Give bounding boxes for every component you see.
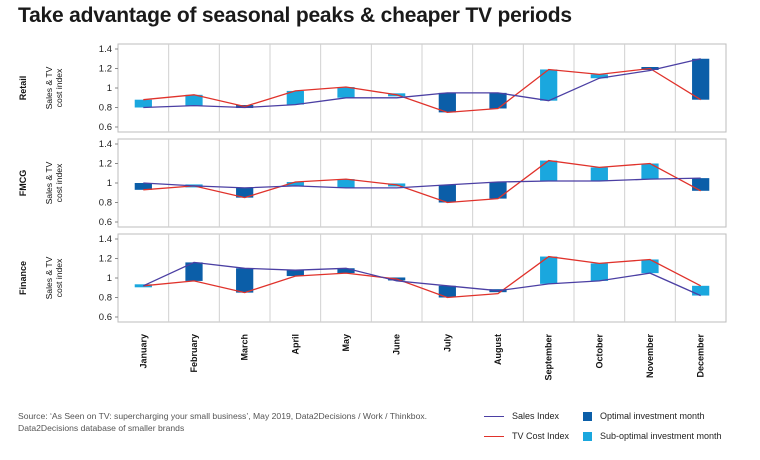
investment-box-fmcg-september (540, 160, 558, 182)
panel-label: Finance (18, 261, 28, 295)
source-note: Source: ‘As Seen on TV: supercharging yo… (18, 411, 428, 433)
tv-cost-index-line (143, 255, 701, 299)
investment-box-finance-october (590, 263, 608, 281)
investment-box-retail-august (489, 92, 507, 109)
legend-sales-line-swatch (484, 415, 504, 417)
x-tick-label-september: September (544, 334, 554, 381)
legend-tv-line-swatch (484, 435, 504, 437)
legend-suboptimal-label: Sub-optimal investment month (600, 431, 722, 441)
y-axis-label: Sales & TVcost index (44, 161, 64, 204)
y-tick-label: 1.4 (99, 44, 112, 55)
investment-box-retail-september (540, 69, 558, 101)
sales-index-line (143, 261, 701, 297)
investment-box-retail-january (134, 99, 152, 108)
legend-optimal: Optimal investment month (583, 411, 705, 421)
investment-box-fmcg-march (236, 187, 254, 198)
investment-box-retail-october (590, 74, 608, 79)
legend-sales-index: Sales Index (484, 411, 559, 421)
y-tick-label: 1.2 (99, 64, 112, 75)
panel-fmcg: 0.6 0.8 1 1.2 1.4 FMCG Sales & TVcost index (18, 138, 727, 228)
investment-box-finance-december (692, 285, 710, 296)
investment-box-fmcg-december (692, 178, 710, 191)
panel-label: FMCG (18, 170, 28, 197)
x-tick-label-july: July (442, 334, 452, 352)
y-axis-label: Sales & TVcost index (44, 66, 64, 109)
sales-index-line (143, 58, 701, 109)
investment-box-finance-september (540, 256, 558, 284)
x-tick-label-may: May (341, 334, 351, 352)
investment-box-fmcg-april (286, 182, 304, 186)
investment-box-fmcg-october (590, 167, 608, 182)
y-tick-label: 1 (107, 83, 112, 94)
chart-title: Take advantage of seasonal peaks & cheap… (18, 4, 572, 27)
y-tick-label: 1.4 (99, 139, 112, 150)
panel-label: Retail (18, 76, 28, 101)
investment-box-finance-april (286, 270, 304, 277)
y-tick-label: 0.8 (99, 293, 112, 304)
investment-box-fmcg-november (641, 163, 659, 180)
x-tick-label-february: February (189, 334, 199, 373)
x-tick-label-april: April (290, 334, 300, 355)
legend-optimal-label: Optimal investment month (600, 411, 705, 421)
sales-index-line (143, 177, 701, 189)
y-tick-label: 1.2 (99, 159, 112, 170)
legend-suboptimal-swatch (583, 431, 592, 441)
y-tick-label: 1 (107, 178, 112, 189)
panel-retail: 0.6 0.8 1 1.2 1.4 Retail Sales & TVcost index (18, 43, 727, 133)
x-tick-label-november: November (645, 334, 655, 379)
panel-finance: 0.6 0.8 1 1.2 1.4 Finance Sales & TVcost index (18, 233, 727, 323)
tv-cost-index-line (143, 159, 702, 204)
legend-suboptimal: Sub-optimal investment month (583, 431, 722, 441)
y-tick-label: 1.2 (99, 254, 112, 265)
x-tick-label-august: August (493, 334, 503, 365)
y-tick-label: 0.6 (99, 217, 112, 228)
x-tick-label-june: June (392, 334, 402, 355)
investment-box-finance-may (337, 268, 355, 274)
y-tick-label: 1 (107, 273, 112, 284)
x-tick-label-october: October (594, 334, 604, 369)
y-tick-label: 0.6 (99, 122, 112, 133)
investment-box-fmcg-january (134, 183, 152, 190)
investment-box-retail-february (185, 94, 203, 106)
y-tick-label: 0.6 (99, 312, 112, 323)
x-tick-label-december: December (696, 334, 706, 378)
legend-optimal-swatch (583, 411, 592, 421)
y-tick-label: 0.8 (99, 198, 112, 209)
investment-box-finance-february (185, 262, 203, 281)
investment-box-finance-march (236, 268, 254, 293)
legend-sales-label: Sales Index (512, 411, 560, 421)
y-axis-label: Sales & TVcost index (44, 256, 64, 299)
investment-box-fmcg-august (489, 182, 507, 199)
x-tick-label-january: January (138, 334, 148, 369)
investment-box-finance-november (641, 259, 659, 274)
investment-box-retail-may (337, 87, 355, 98)
y-tick-label: 1.4 (99, 234, 112, 245)
y-tick-label: 0.8 (99, 103, 112, 114)
investment-box-fmcg-july (438, 184, 456, 203)
investment-box-fmcg-may (337, 179, 355, 188)
investment-box-retail-april (286, 90, 304, 105)
investment-box-retail-july (438, 92, 456, 113)
investment-box-retail-december (692, 58, 710, 100)
legend-tv-cost-index: TV Cost Index (484, 431, 569, 441)
legend-tv-label: TV Cost Index (512, 431, 570, 441)
investment-box-finance-july (438, 285, 456, 298)
tv-cost-index-line (143, 67, 702, 114)
x-tick-label-march: March (240, 334, 250, 361)
